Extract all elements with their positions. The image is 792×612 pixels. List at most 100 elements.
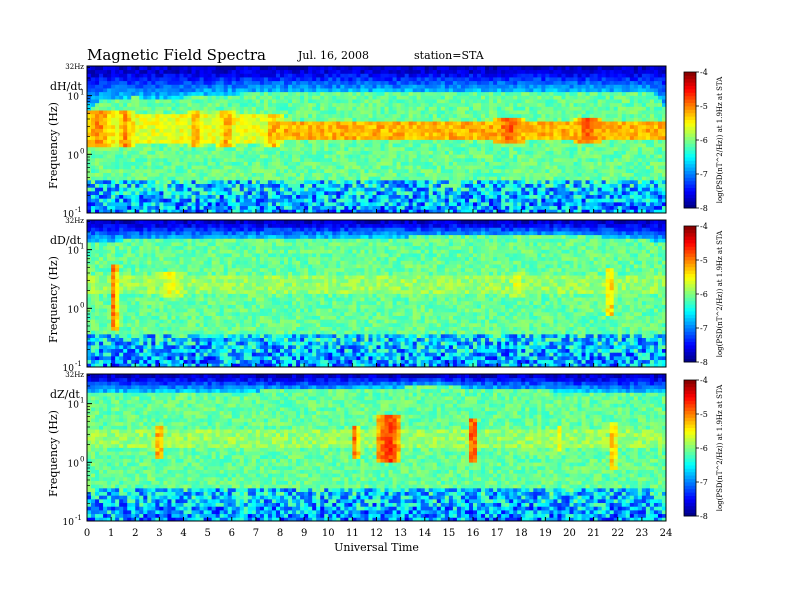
- colorbar-swatch: [684, 290, 696, 295]
- colorbar-swatch: [684, 424, 696, 428]
- colorbar-swatch: [684, 403, 696, 408]
- colorbar-swatch: [684, 351, 696, 356]
- x-tick-label: 2: [132, 528, 138, 539]
- colorbar-swatch: [684, 307, 696, 312]
- colorbar-tick-label: -5: [700, 102, 708, 111]
- colorbar-swatch: [684, 407, 696, 411]
- colorbar-swatch: [684, 341, 696, 346]
- colorbar-swatch: [684, 201, 696, 205]
- colorbar-swatch: [684, 170, 696, 175]
- colorbar-swatch: [684, 236, 696, 240]
- y-tick-exponent: 1: [80, 397, 84, 405]
- colorbar-swatch: [684, 123, 696, 127]
- colorbar-swatch: [684, 239, 696, 244]
- colorbar-swatch: [684, 85, 696, 90]
- colorbar-swatch: [684, 184, 696, 188]
- colorbar-swatch: [684, 454, 696, 459]
- y-tick-label: 10: [68, 401, 80, 411]
- y-tick-exponent: 0: [80, 147, 84, 155]
- colorbar-swatch: [684, 321, 696, 325]
- colorbar-tick-label: -6: [700, 136, 708, 145]
- x-tick-label: 4: [180, 528, 186, 539]
- x-axis-label: Universal Time: [334, 541, 419, 554]
- colorbar-swatch: [684, 448, 696, 452]
- colorbar-swatch: [684, 348, 696, 353]
- colorbar-swatch: [684, 390, 696, 394]
- colorbar-swatch: [684, 502, 696, 507]
- colorbar-swatch: [684, 153, 696, 158]
- colorbar-swatch: [684, 167, 696, 171]
- colorbar-swatch: [684, 427, 696, 432]
- colorbar-swatch: [684, 177, 696, 182]
- x-tick-label: 19: [539, 528, 552, 539]
- colorbar-swatch: [684, 194, 696, 199]
- heatmap-cells: [87, 66, 667, 214]
- colorbar-tick-label: -7: [700, 170, 708, 179]
- colorbar-label: log(PSD(nT^2/Hz)) at 1.9Hz at STA: [716, 76, 724, 204]
- colorbar-swatch: [684, 143, 696, 148]
- colorbar-swatch: [684, 444, 696, 449]
- x-tick-label: 17: [491, 528, 504, 539]
- colorbar-swatch: [684, 461, 696, 466]
- colorbar-swatch: [684, 317, 696, 322]
- x-tick-label: 13: [394, 528, 407, 539]
- colorbar-tick-label: -4: [700, 222, 708, 231]
- x-tick-label: 11: [346, 528, 359, 539]
- colorbar-swatch: [684, 358, 696, 363]
- colorbar-swatch: [684, 253, 696, 257]
- heatmap-cells: [87, 220, 667, 368]
- colorbar-swatch: [684, 294, 696, 298]
- colorbar-swatch: [684, 174, 696, 178]
- colorbar-swatch: [684, 345, 696, 349]
- colorbar-tick-label: -8: [700, 512, 708, 521]
- colorbar-swatch: [684, 102, 696, 107]
- colorbar-swatch: [684, 180, 696, 185]
- colorbar-swatch: [684, 92, 696, 97]
- colorbar-swatch: [684, 475, 696, 479]
- colorbar-swatch: [684, 495, 696, 500]
- colorbar-swatch: [684, 380, 696, 384]
- colorbar-swatch: [684, 106, 696, 110]
- colorbar-swatch: [684, 482, 696, 486]
- colorbar-swatch: [684, 112, 696, 117]
- colorbar-swatch: [684, 465, 696, 469]
- colorbar-swatch: [684, 471, 696, 476]
- y-tick-label: 10: [63, 364, 75, 374]
- x-tick-label: 20: [563, 528, 576, 539]
- colorbar-label: log(PSD(nT^2/Hz)) at 1.9Hz at STA: [716, 230, 724, 358]
- heatmap-cells: [87, 374, 667, 522]
- y-tick-exponent: -1: [75, 514, 82, 522]
- component-label: dD/dt: [50, 234, 82, 247]
- colorbar-swatch: [684, 468, 696, 473]
- colorbar-swatch: [684, 256, 696, 261]
- colorbar-swatch: [684, 133, 696, 137]
- colorbar-swatch: [684, 441, 696, 445]
- y-tick-label: 32Hz: [65, 63, 84, 71]
- colorbar-swatch: [684, 410, 696, 415]
- y-tick-label: 10: [68, 247, 80, 257]
- x-tick-label: 3: [156, 528, 162, 539]
- colorbar-swatch: [684, 126, 696, 131]
- colorbar-swatch: [684, 72, 696, 76]
- colorbar-swatch: [684, 136, 696, 141]
- colorbar-swatch: [684, 509, 696, 513]
- colorbar-swatch: [684, 499, 696, 503]
- colorbar-swatch: [684, 266, 696, 271]
- x-tick-label: 23: [636, 528, 649, 539]
- colorbar-swatch: [684, 273, 696, 278]
- colorbar-swatch: [684, 287, 696, 291]
- x-tick-label: 15: [443, 528, 456, 539]
- colorbar-swatch: [684, 283, 696, 288]
- x-tick-label: 1: [108, 528, 114, 539]
- colorbar-swatch: [684, 204, 696, 209]
- y-tick-label: 10: [63, 210, 75, 220]
- x-tick-label: 21: [587, 528, 600, 539]
- colorbar-swatch: [684, 129, 696, 134]
- colorbar-tick-label: -5: [700, 410, 708, 419]
- x-tick-label: 16: [467, 528, 480, 539]
- y-tick-label: 10: [63, 518, 75, 528]
- colorbar-swatch: [684, 197, 696, 202]
- colorbar-swatch: [684, 458, 696, 462]
